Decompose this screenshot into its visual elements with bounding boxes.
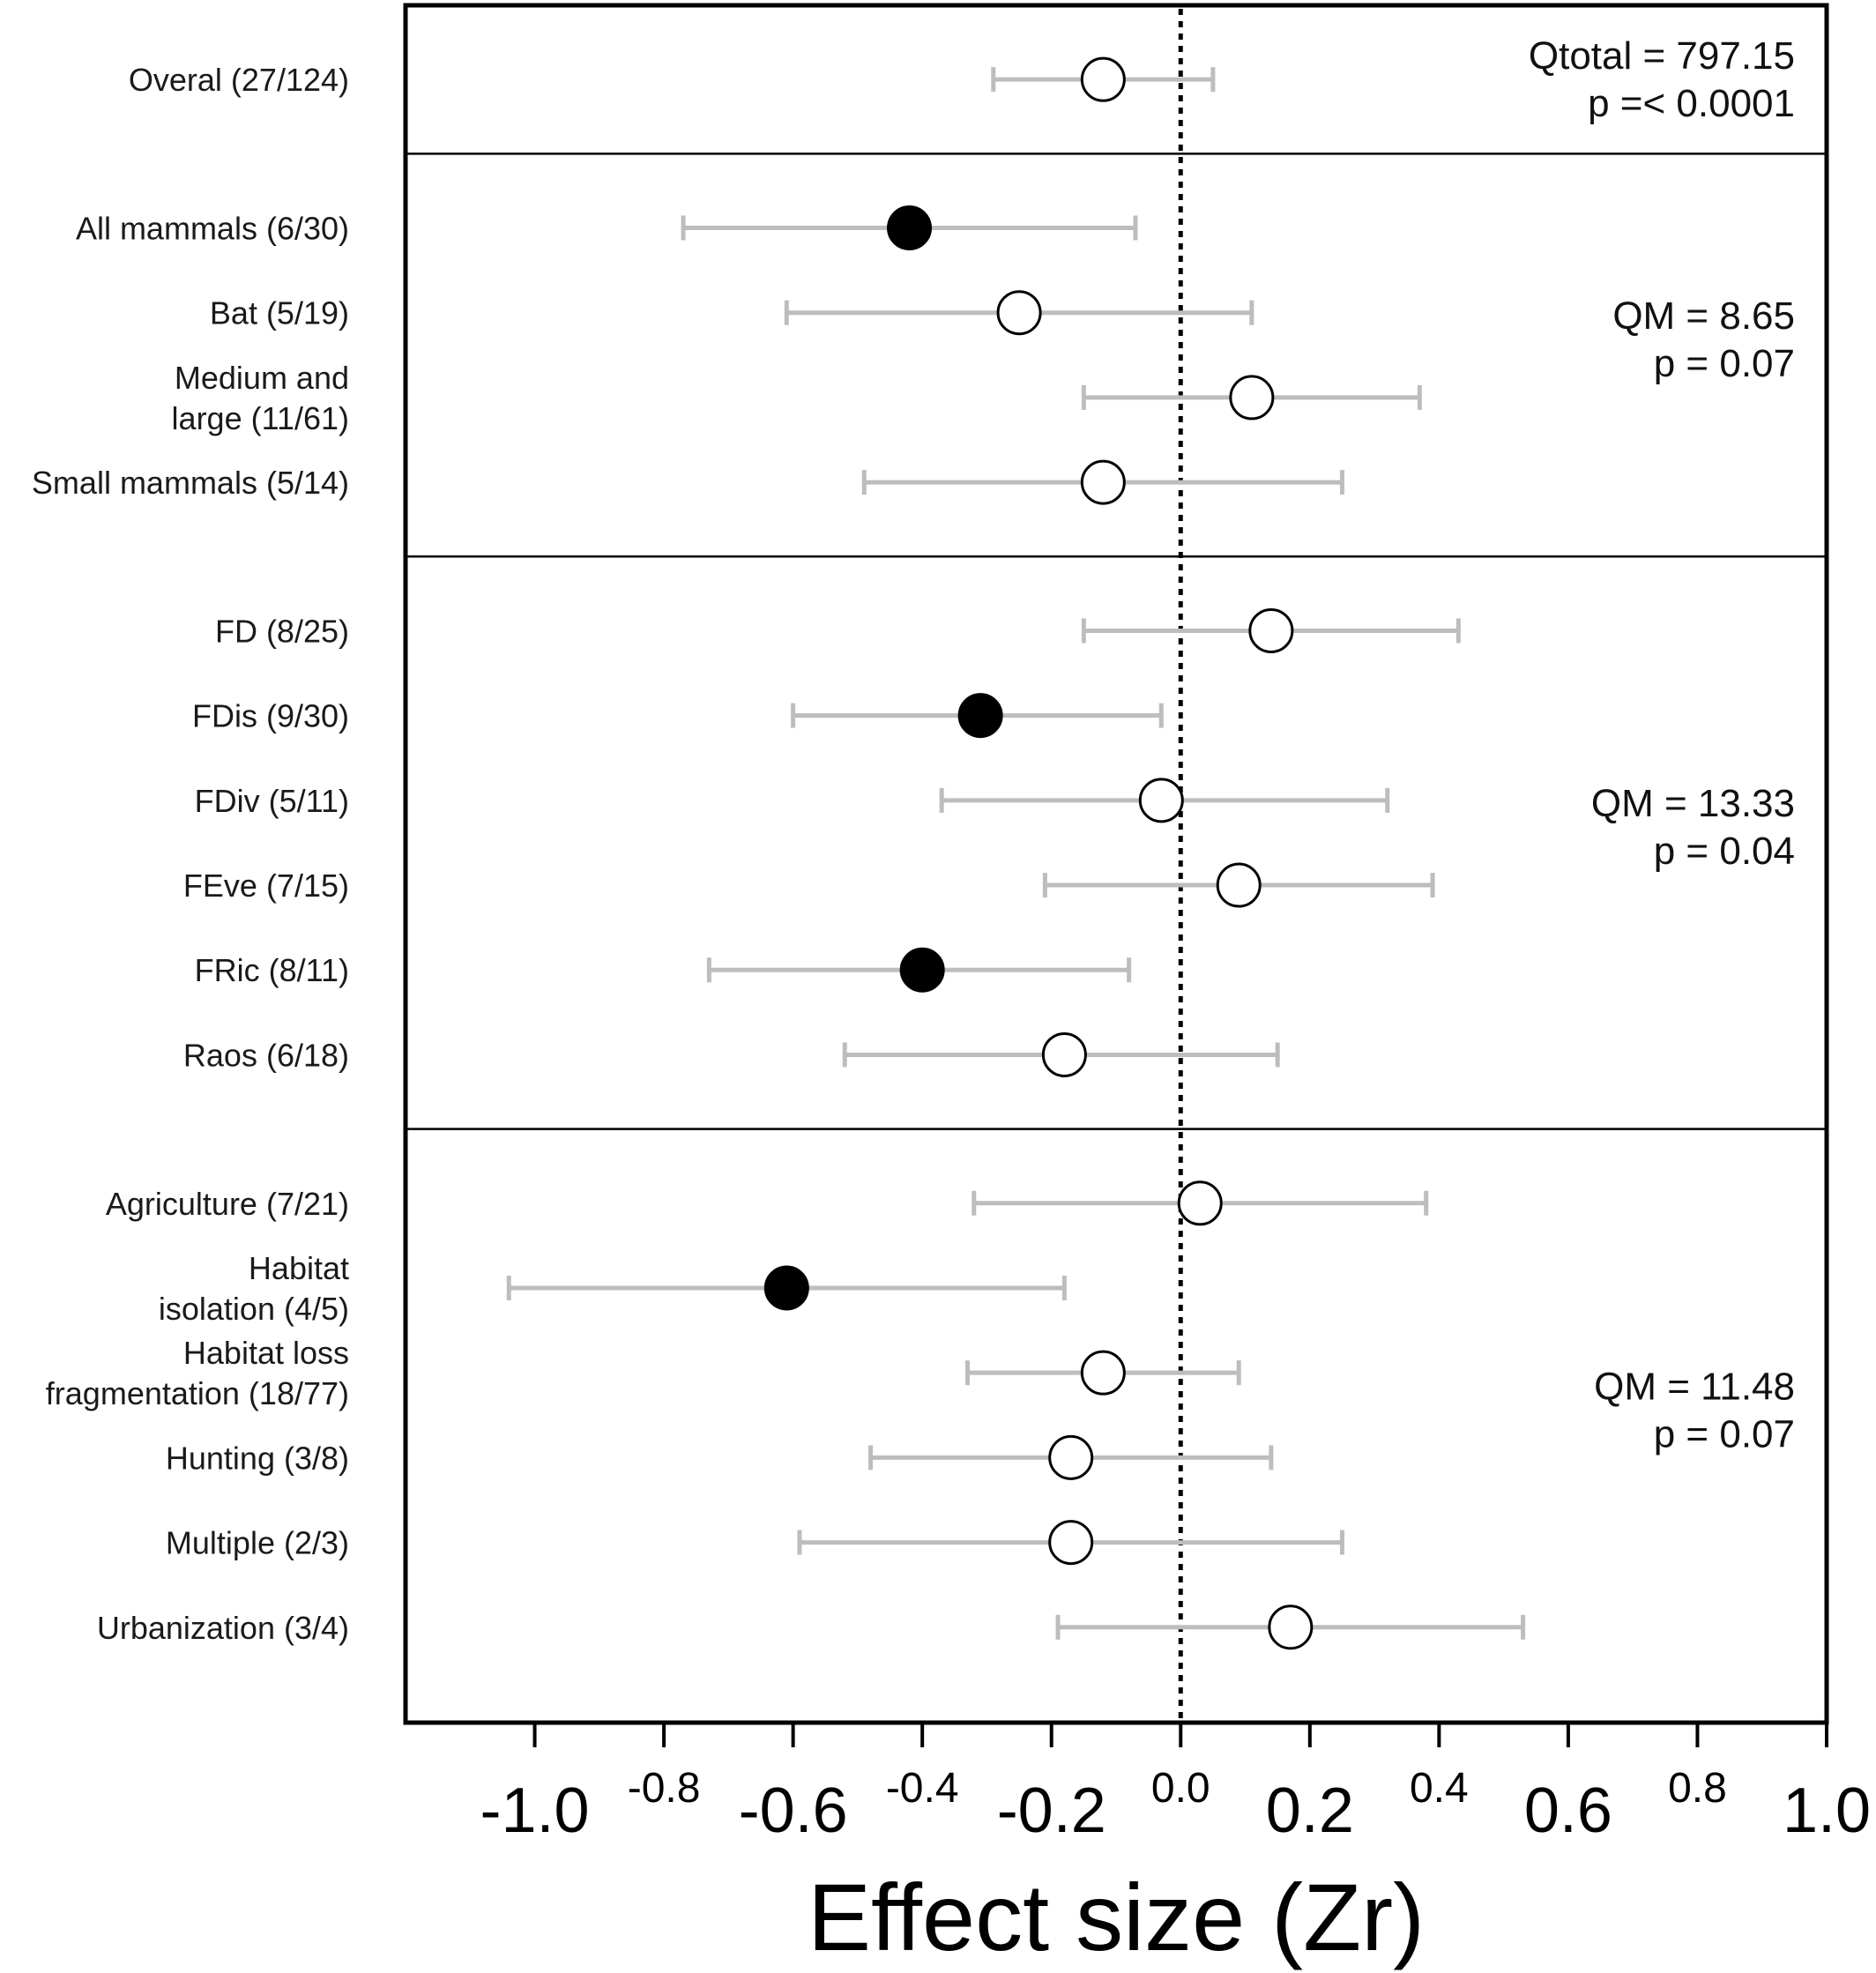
row-label: FD (8/25): [215, 613, 349, 649]
row-label: Agriculture (7/21): [106, 1186, 349, 1222]
estimate-point: [1080, 1350, 1126, 1396]
x-tick-label: 0.0: [1151, 1765, 1210, 1812]
x-tick-label: 0.4: [1410, 1765, 1469, 1812]
row-label: Bat (5/19): [210, 295, 349, 331]
estimate-point: [1216, 862, 1262, 908]
x-tick-label: 1.0: [1783, 1776, 1871, 1846]
panel-dividers: [403, 3, 1829, 1725]
row-label: All mammals (6/30): [76, 211, 349, 247]
row-label: Small mammals (5/14): [32, 465, 349, 501]
estimate-point: [1177, 1180, 1223, 1226]
row-label: Overal (27/124): [129, 62, 349, 98]
x-tick-label: 0.6: [1524, 1776, 1612, 1846]
row-label: FRic (8/11): [195, 952, 349, 988]
estimate-point: [1080, 56, 1126, 102]
plot-frame: [403, 3, 1829, 1725]
x-axis-title: Effect size (Zr): [808, 1864, 1425, 1970]
stat-line: p = 0.07: [1654, 342, 1795, 385]
x-tick-label: -0.6: [739, 1776, 848, 1846]
x-tick-label: -0.2: [997, 1776, 1106, 1846]
x-tick-label: -1.0: [480, 1776, 590, 1846]
stat-line: Qtotal = 797.15: [1529, 34, 1795, 78]
estimate-point: [1229, 375, 1275, 421]
x-tick-label: -0.8: [628, 1765, 701, 1812]
row-label: FEve (7/15): [183, 867, 349, 904]
estimate-point-significant: [899, 947, 945, 993]
estimate-point: [996, 290, 1042, 336]
row-label: Medium and: [175, 360, 349, 396]
estimate-point-significant: [763, 1265, 809, 1311]
effect-estimates: [763, 56, 1314, 1650]
estimate-point: [1080, 459, 1126, 505]
row-label: isolation (4/5): [159, 1291, 349, 1327]
stat-line: p = 0.04: [1654, 830, 1795, 873]
x-axis: -1.0 -0.8 -0.6 -0.4 -0.2 0.0 0.2 0.4 0.6 0.8 1.0: [480, 1723, 1871, 1846]
stat-line: QM = 11.48: [1594, 1365, 1795, 1408]
x-tick-label: 0.8: [1668, 1765, 1727, 1812]
row-label: Habitat: [249, 1250, 349, 1286]
row-label: Urbanization (3/4): [97, 1610, 349, 1646]
stat-line: QM = 13.33: [1591, 782, 1795, 825]
row-label: Multiple (2/3): [166, 1525, 349, 1561]
row-label: large (11/61): [172, 400, 349, 436]
x-tick-label: 0.2: [1266, 1776, 1354, 1846]
row-label: Raos (6/18): [183, 1037, 349, 1073]
stat-line: QM = 8.65: [1612, 294, 1795, 338]
row-label: FDis (9/30): [192, 698, 349, 734]
x-tick-label: -0.4: [886, 1765, 959, 1812]
estimate-point: [1048, 1434, 1094, 1480]
stat-line: p = 0.07: [1654, 1412, 1795, 1456]
stat-line: p =< 0.0001: [1588, 82, 1795, 125]
row-label: FDiv (5/11): [195, 783, 349, 819]
estimate-point-significant: [887, 205, 933, 251]
row-label: Hunting (3/8): [166, 1440, 349, 1476]
row-labels: Overal (27/124) All mammals (6/30) Bat (5/…: [32, 62, 349, 1646]
estimate-point: [1041, 1031, 1087, 1077]
estimate-point-significant: [957, 693, 1003, 739]
estimate-point: [1268, 1604, 1314, 1650]
estimate-point: [1138, 778, 1184, 823]
estimate-point: [1048, 1520, 1094, 1566]
row-label: fragmentation (18/77): [46, 1375, 349, 1411]
estimate-point: [1248, 607, 1294, 653]
row-label: Habitat loss: [183, 1335, 349, 1371]
